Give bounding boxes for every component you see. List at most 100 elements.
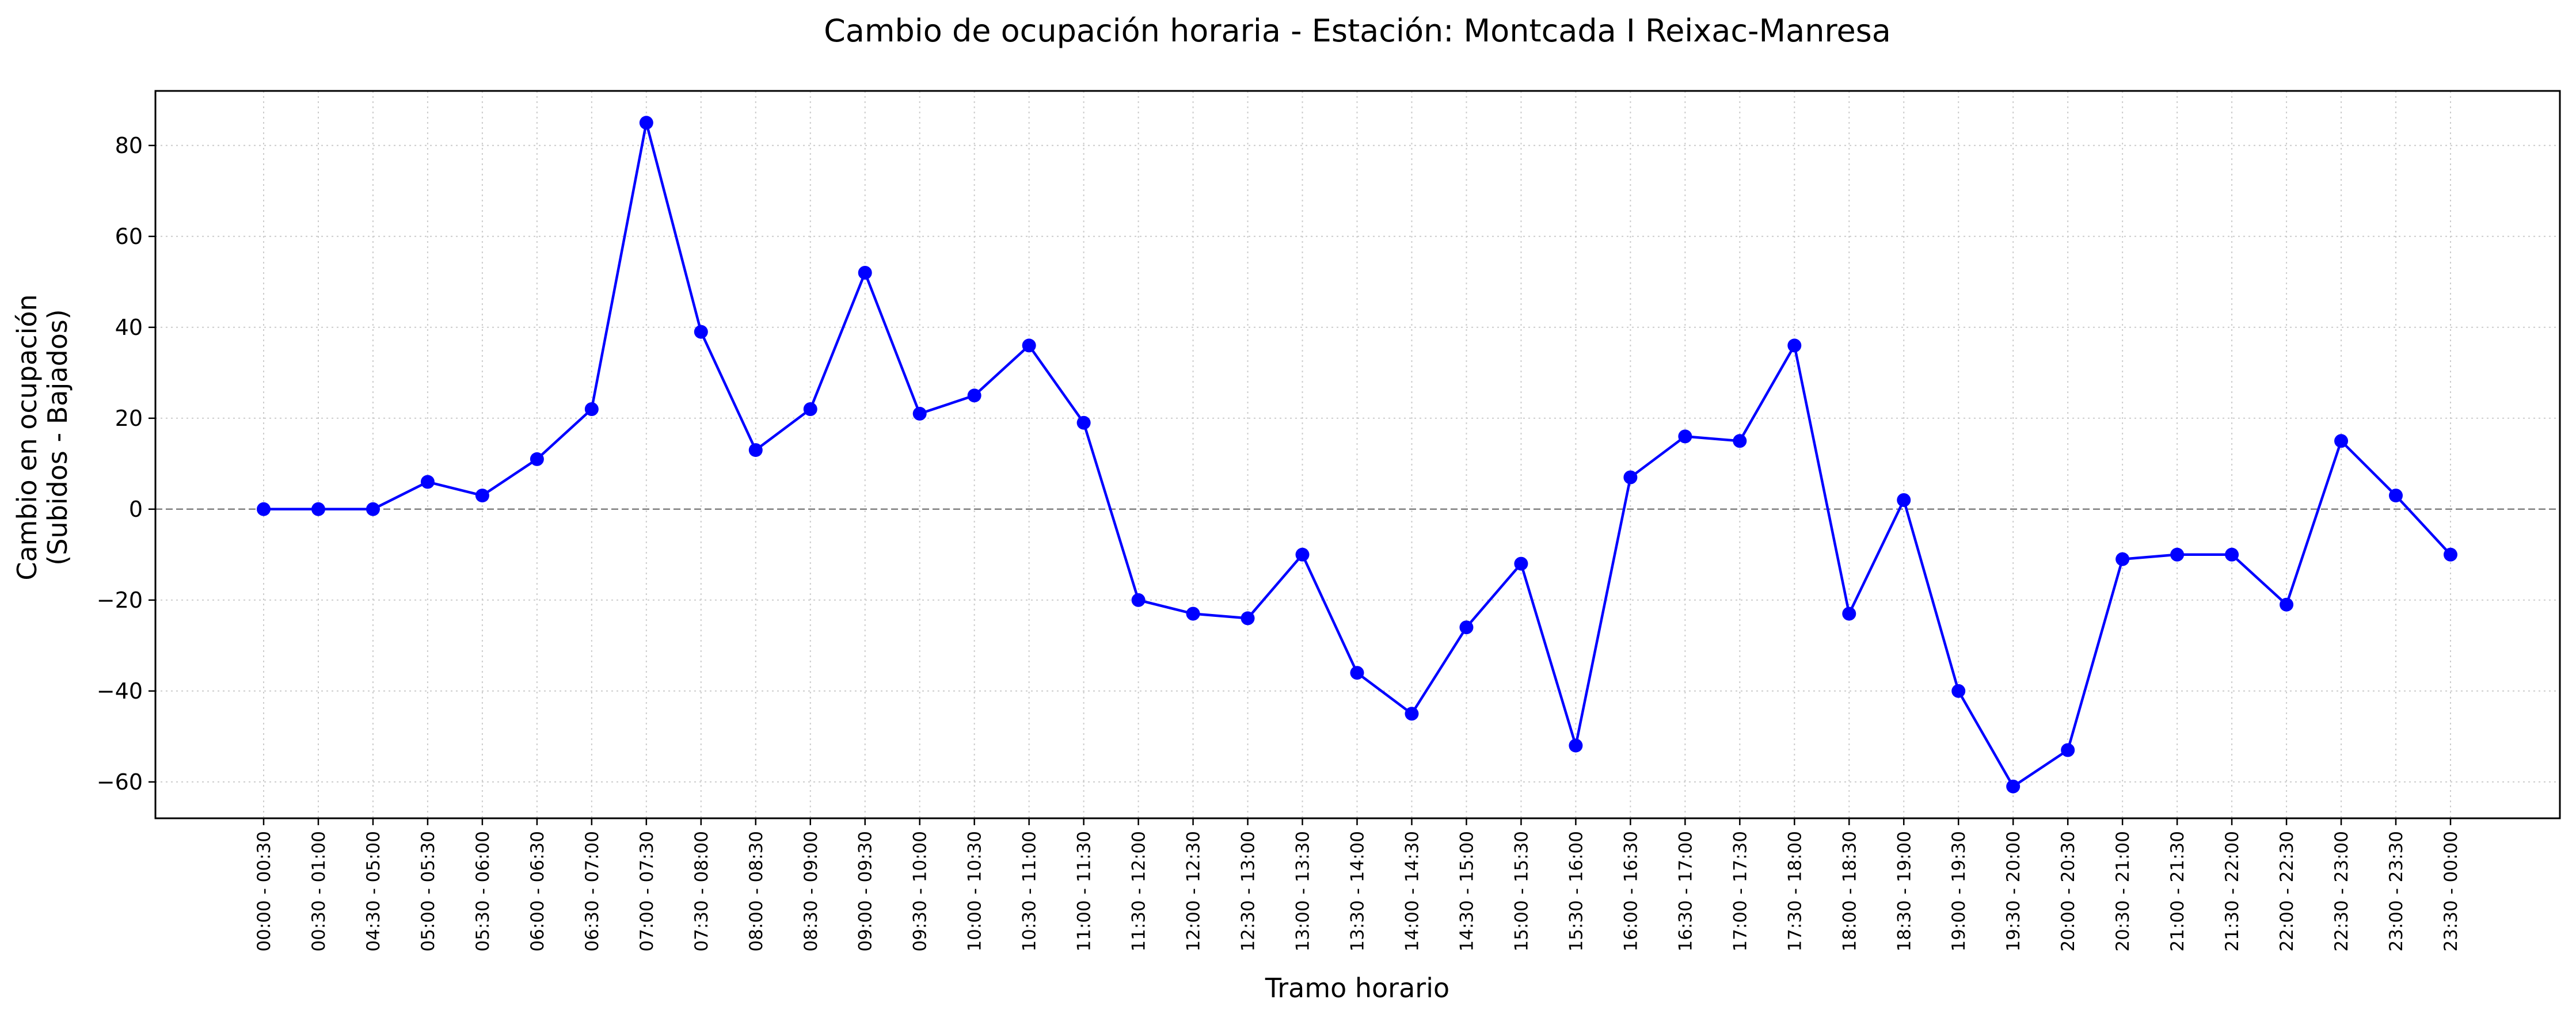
- data-point: [1076, 415, 1091, 430]
- plot-frame: [154, 90, 2561, 819]
- x-tick-label: 04:30 - 05:00: [363, 831, 384, 952]
- x-tick-label: 23:00 - 23:30: [2386, 831, 2407, 952]
- data-point: [639, 116, 653, 130]
- x-tick-label: 21:30 - 22:00: [2222, 831, 2243, 952]
- x-tick-label: 08:00 - 08:30: [746, 831, 767, 952]
- data-point: [1623, 470, 1638, 485]
- data-point: [2170, 547, 2185, 562]
- x-tick-label: 07:00 - 07:30: [637, 831, 657, 952]
- data-point: [1897, 493, 1911, 507]
- x-tick-label: 05:00 - 05:30: [418, 831, 439, 952]
- chart-title: Cambio de ocupación horaria - Estación: …: [824, 13, 1891, 49]
- data-point: [584, 402, 599, 416]
- data-point: [858, 266, 872, 280]
- y-tick-label: −40: [97, 678, 143, 704]
- data-point: [1350, 666, 1364, 680]
- y-tick-label: −60: [97, 769, 143, 795]
- data-series: [257, 116, 2457, 794]
- data-point: [366, 502, 380, 516]
- data-point: [475, 489, 489, 503]
- x-axis-label: Tramo horario: [1265, 973, 1449, 1004]
- x-tick-label: 18:00 - 18:30: [1839, 831, 1860, 952]
- x-tick-label: 10:00 - 10:30: [965, 831, 985, 952]
- data-point: [1951, 684, 1966, 698]
- x-tick-label: 11:00 - 11:30: [1074, 831, 1095, 952]
- x-tick-label: 15:30 - 16:00: [1566, 831, 1586, 952]
- data-point: [1787, 338, 1802, 353]
- x-tick-label: 20:30 - 21:00: [2113, 831, 2133, 952]
- data-point: [1295, 547, 1310, 562]
- x-tick-label: 14:00 - 14:30: [1402, 831, 1422, 952]
- x-tick-label: 14:30 - 15:00: [1456, 831, 1477, 952]
- x-tick-label: 00:00 - 00:30: [254, 831, 275, 952]
- x-tick-label: 13:30 - 14:00: [1348, 831, 1368, 952]
- x-tick-label: 07:30 - 08:00: [691, 831, 712, 952]
- y-tick-label: 80: [115, 133, 143, 158]
- x-tick-label: 22:30 - 23:00: [2331, 831, 2352, 952]
- data-point: [1569, 738, 1583, 753]
- data-point: [2444, 547, 2457, 562]
- axes: 00:00 - 00:30 00:30 - 01:00 04:30 - 05:00 0…: [97, 133, 2461, 952]
- x-tick-label: 16:00 - 16:30: [1620, 831, 1641, 952]
- y-axis-label-line-2: (Subidos - Bajados): [42, 309, 73, 565]
- x-tick-label: 13:00 - 13:30: [1293, 831, 1314, 952]
- data-point: [1241, 611, 1255, 626]
- x-tick-label: 10:30 - 11:00: [1019, 831, 1040, 952]
- x-tick-label: 12:00 - 12:30: [1184, 831, 1204, 952]
- y-tick-label: 60: [115, 224, 143, 249]
- x-tick-label: 05:30 - 06:00: [473, 831, 493, 952]
- data-point: [2389, 489, 2403, 503]
- x-tick-label: 06:00 - 06:30: [527, 831, 548, 952]
- data-point: [1678, 429, 1692, 444]
- x-tick-label: 16:30 - 17:00: [1675, 831, 1696, 952]
- data-point: [2334, 434, 2349, 448]
- data-point: [748, 443, 763, 457]
- y-tick-label: 40: [115, 315, 143, 340]
- x-tick-label: 00:30 - 01:00: [309, 831, 329, 952]
- data-point: [694, 325, 708, 339]
- data-point: [2061, 743, 2075, 757]
- x-tick-label: 21:00 - 21:30: [2167, 831, 2188, 952]
- y-tick-label: 20: [115, 406, 143, 431]
- x-tick-label: 23:30 - 00:00: [2441, 831, 2461, 952]
- x-tick-label: 19:30 - 20:00: [2003, 831, 2024, 952]
- data-point: [1022, 338, 1036, 353]
- data-point: [420, 475, 435, 489]
- data-point: [1733, 434, 1747, 448]
- x-tick-label: 22:00 - 22:30: [2277, 831, 2297, 952]
- y-axis-label-line-1: Cambio en ocupación: [12, 294, 43, 580]
- y-tick-label: 0: [129, 497, 143, 522]
- data-point: [1842, 607, 1856, 621]
- data-point: [1514, 556, 1528, 571]
- x-tick-label: 09:00 - 09:30: [855, 831, 876, 952]
- x-tick-label: 12:30 - 13:00: [1238, 831, 1259, 952]
- x-tick-label: 06:30 - 07:00: [582, 831, 603, 952]
- data-point: [2225, 547, 2239, 562]
- data-point: [1186, 607, 1200, 621]
- x-tick-label: 17:30 - 18:00: [1784, 831, 1805, 952]
- data-point: [257, 502, 271, 516]
- x-tick-label: 15:00 - 15:30: [1511, 831, 1532, 952]
- y-axis-label: Cambio en ocupación (Subidos - Bajados): [12, 294, 73, 580]
- data-point: [2280, 597, 2294, 612]
- x-tick-label: 09:30 - 10:00: [910, 831, 931, 952]
- x-tick-label: 17:00 - 17:30: [1730, 831, 1751, 952]
- data-point: [2006, 779, 2021, 794]
- data-point: [530, 452, 544, 466]
- data-point: [1459, 620, 1474, 635]
- data-point: [1131, 593, 1146, 607]
- grid: [155, 91, 2560, 818]
- data-point: [967, 388, 981, 403]
- y-tick-label: −20: [97, 588, 143, 613]
- data-point: [912, 406, 927, 421]
- x-tick-label: 19:00 - 19:30: [1949, 831, 1969, 952]
- data-point: [803, 402, 817, 416]
- x-tick-label: 11:30 - 12:00: [1129, 831, 1150, 952]
- x-tick-label: 08:30 - 09:00: [801, 831, 821, 952]
- x-tick-label: 20:00 - 20:30: [2058, 831, 2079, 952]
- data-point: [311, 502, 325, 516]
- data-point: [2115, 552, 2130, 566]
- data-point: [1405, 707, 1419, 721]
